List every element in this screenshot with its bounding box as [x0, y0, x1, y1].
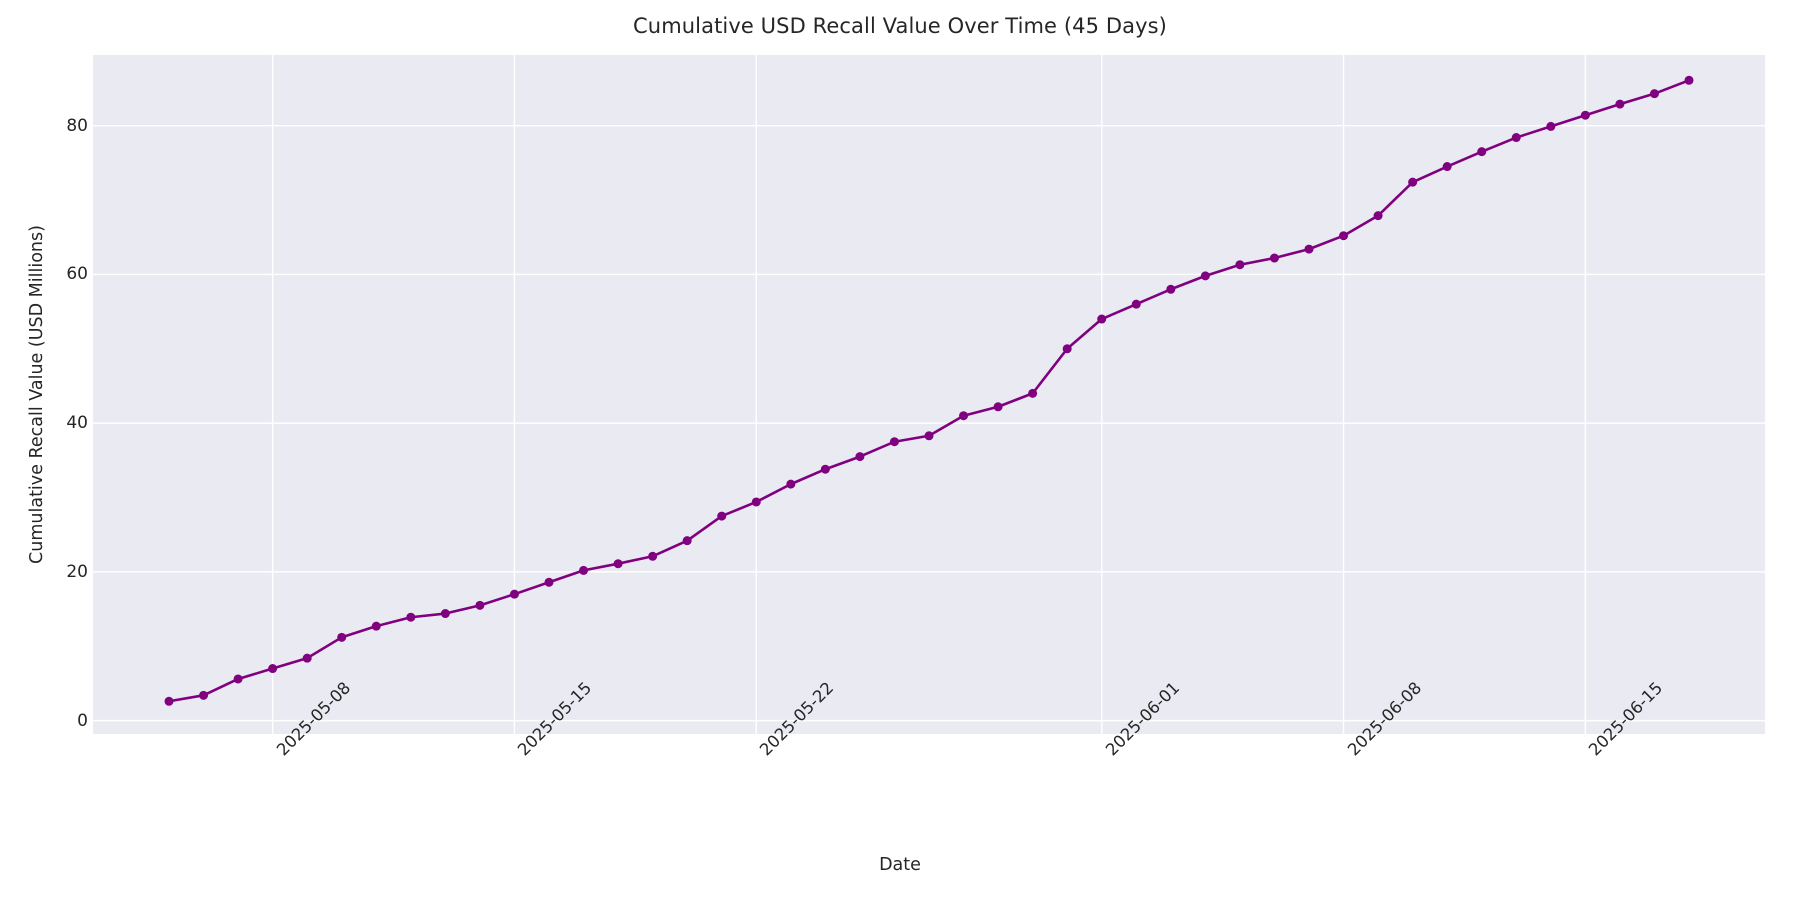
plot-svg	[93, 55, 1765, 734]
data-point	[268, 664, 278, 674]
data-point	[544, 577, 554, 587]
data-point	[786, 479, 796, 489]
data-point	[717, 511, 727, 521]
data-point	[959, 411, 969, 421]
data-point	[1477, 147, 1487, 157]
data-point	[1373, 211, 1383, 221]
data-point	[1649, 89, 1659, 99]
data-point-markers	[164, 75, 1694, 706]
data-point	[682, 536, 692, 546]
data-point	[751, 497, 761, 507]
data-point	[475, 600, 485, 610]
data-point	[509, 589, 519, 599]
data-point	[1166, 284, 1176, 294]
y-tick-label: 40	[66, 413, 88, 434]
data-point	[371, 621, 381, 631]
x-axis-label: Date	[879, 855, 921, 875]
data-point	[1684, 75, 1694, 85]
data-point	[889, 437, 899, 447]
y-tick-label: 80	[66, 115, 88, 136]
data-point	[1062, 344, 1072, 354]
y-tick-label: 20	[66, 561, 88, 582]
data-line-series-1	[167, 78, 1691, 703]
data-point	[924, 431, 934, 441]
x-tick-label: 2025-05-22	[756, 678, 837, 759]
data-point	[1097, 314, 1107, 324]
horizontal-gridlines	[93, 124, 1765, 722]
chart-title: Cumulative USD Recall Value Over Time (4…	[633, 14, 1167, 38]
data-point	[1269, 253, 1279, 263]
data-point	[1028, 388, 1038, 398]
x-tick-label: 2025-06-15	[1585, 678, 1666, 759]
data-point	[1235, 260, 1245, 270]
x-tick-label: 2025-06-08	[1344, 678, 1425, 759]
data-point	[199, 690, 209, 700]
data-point	[855, 452, 865, 462]
data-point	[993, 402, 1003, 412]
data-point	[1511, 133, 1521, 143]
data-point	[1200, 271, 1210, 281]
data-point	[1580, 110, 1590, 120]
data-point	[613, 559, 623, 569]
data-point	[1408, 177, 1418, 187]
data-point	[440, 609, 450, 619]
data-point	[233, 674, 243, 684]
data-point	[1339, 231, 1349, 241]
x-tick-label: 2025-06-01	[1102, 678, 1183, 759]
data-point	[579, 565, 589, 575]
data-point	[164, 696, 174, 706]
plot-area	[93, 55, 1765, 734]
y-tick-label: 60	[66, 264, 88, 285]
data-point	[1615, 99, 1625, 109]
y-tick-label: 0	[77, 710, 88, 731]
vertical-gridlines	[271, 55, 1587, 734]
y-axis-label: Cumulative Recall Value (USD Millions)	[27, 225, 47, 564]
data-point	[1546, 121, 1556, 131]
data-point	[820, 464, 830, 474]
data-point	[1304, 244, 1314, 254]
data-point	[406, 612, 416, 622]
data-point	[337, 632, 347, 642]
x-tick-label: 2025-05-08	[273, 678, 354, 759]
data-point	[1131, 299, 1141, 309]
data-point	[302, 653, 312, 663]
data-point	[648, 551, 658, 561]
data-point	[1442, 162, 1452, 172]
x-tick-label: 2025-05-15	[514, 678, 595, 759]
